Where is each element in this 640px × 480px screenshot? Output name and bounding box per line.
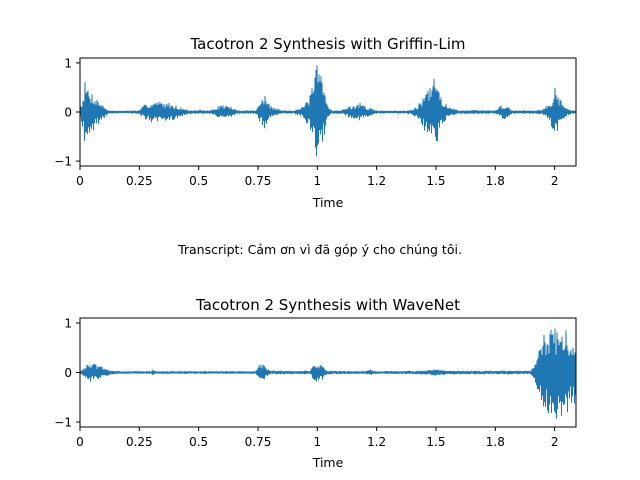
griffin-lim-xtick-label: 1.5: [426, 174, 445, 188]
wavenet-ytick-label: 0: [64, 366, 72, 380]
griffin-lim-xtick-label: 1.2: [367, 174, 386, 188]
griffin-lim-ytick-label: 1: [64, 56, 72, 70]
wavenet-waveform-line: [79, 328, 577, 419]
wavenet-xtick-label: 0: [76, 435, 84, 449]
wavenet-title: Tacotron 2 Synthesis with WaveNet: [195, 296, 460, 314]
wavenet-xtick-label: 0.25: [126, 435, 153, 449]
griffin-lim-xtick-label: 0.5: [189, 174, 208, 188]
griffin-lim-xtick-label: 0: [76, 174, 84, 188]
griffin-lim-xtick-label: 2: [551, 174, 559, 188]
griffin-lim-ticks: 0 0.25 0.5 0.75 1 1.2 1.5 1.8 2 −1 0 1: [54, 56, 558, 188]
wavenet-xtick-label: 0.75: [245, 435, 272, 449]
wavenet-xtick-label: 1.5: [426, 435, 445, 449]
wavenet-xtick-label: 2: [551, 435, 559, 449]
griffin-lim-waveform: [79, 65, 577, 157]
griffin-lim-title: Tacotron 2 Synthesis with Griffin-Lim: [190, 35, 466, 53]
wavenet-ytick-label: 1: [64, 316, 72, 330]
wavenet-ticks: 0 0.25 0.5 0.75 1 1.2 1.5 1.8 2 −1 0 1: [54, 316, 558, 449]
griffin-lim-xtick-label: 1: [314, 174, 322, 188]
griffin-lim-xlabel: Time: [312, 195, 344, 210]
wavenet-xlabel: Time: [312, 455, 344, 470]
wavenet-axes: Tacotron 2 Synthesis with WaveNet 0 0.25 0…: [54, 296, 577, 470]
wavenet-xtick-label: 1.8: [486, 435, 505, 449]
wavenet-xtick-label: 1: [314, 435, 322, 449]
griffin-lim-ytick-label: 0: [64, 106, 72, 120]
griffin-lim-waveform-line: [79, 65, 577, 157]
wavenet-waveform: [79, 328, 577, 419]
wavenet-xtick-label: 0.5: [189, 435, 208, 449]
griffin-lim-ytick-label: −1: [54, 155, 72, 169]
wavenet-ytick-label: −1: [54, 416, 72, 430]
griffin-lim-xtick-label: 0.75: [245, 174, 272, 188]
griffin-lim-xtick-label: 0.25: [126, 174, 153, 188]
wavenet-xtick-label: 1.2: [367, 435, 386, 449]
transcript-text: Transcript: Cảm ơn vì đã góp ý cho chúng…: [177, 242, 462, 257]
griffin-lim-xtick-label: 1.8: [486, 174, 505, 188]
